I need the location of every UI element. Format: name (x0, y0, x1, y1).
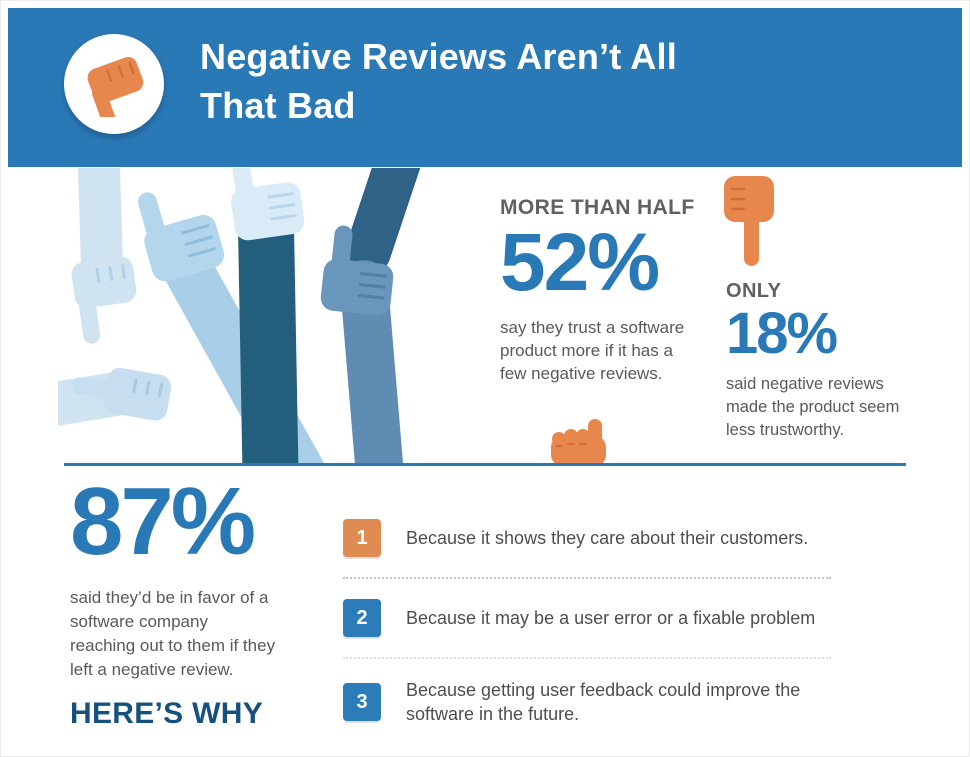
thumbs-up-hands-art (58, 168, 421, 466)
stat-87-value: 87% (70, 468, 256, 575)
stat-favor: 87% said they’d be in favor of a softwar… (70, 474, 310, 731)
thumb-down-icon (87, 57, 144, 117)
reason-1-text: Because it shows they care about their c… (406, 527, 809, 548)
reason-2-number-badge: 2 (343, 599, 381, 637)
header-thumb-badge (64, 34, 164, 134)
stat-52-label: MORE THAN HALF (500, 196, 695, 219)
reason-3-number-badge: 3 (343, 683, 381, 722)
section-divider (64, 463, 906, 466)
stat-18-value: 18% (726, 301, 838, 366)
heres-why-heading: HERE’S WHY (70, 696, 264, 730)
stat-18-description: said negative reviews made the product s… (726, 375, 900, 439)
title-line-1: Negative Reviews Aren’t All (200, 36, 677, 77)
reason-1-number-badge: 1 (343, 519, 381, 557)
hand-pointing-down-icon (713, 176, 785, 268)
reason-item-3: 3 Because getting user feedback could im… (343, 678, 855, 727)
stat-more-than-half: MORE THAN HALF 52% say they trust a soft… (500, 196, 700, 385)
reason-item-1: 1 Because it shows they care about their… (343, 518, 855, 558)
reason-item-2: 2 Because it may be a user error or a fi… (343, 598, 855, 638)
stat-87-description: said they’d be in favor of a software co… (70, 588, 276, 680)
stat-52-description: say they trust a software product more i… (500, 318, 685, 384)
stat-52-value: 52% (500, 217, 660, 308)
stat-18-label: ONLY (726, 280, 782, 302)
hand-pointing-up-icon (546, 419, 610, 466)
reasons-list: 1 Because it shows they care about their… (343, 518, 855, 727)
reason-3-text: Because getting user feedback could impr… (406, 680, 801, 725)
dotted-separator (343, 657, 831, 659)
dotted-separator (343, 577, 831, 579)
header-banner: Negative Reviews Aren’t All That Bad (8, 8, 962, 167)
stat-only: ONLY 18% said negative reviews made the … (726, 280, 926, 441)
page-title: Negative Reviews Aren’t All That Bad (200, 32, 677, 130)
thumbs-up-hands-illustration (58, 168, 490, 466)
title-line-2: That Bad (200, 85, 356, 126)
reason-2-text: Because it may be a user error or a fixa… (406, 607, 816, 628)
